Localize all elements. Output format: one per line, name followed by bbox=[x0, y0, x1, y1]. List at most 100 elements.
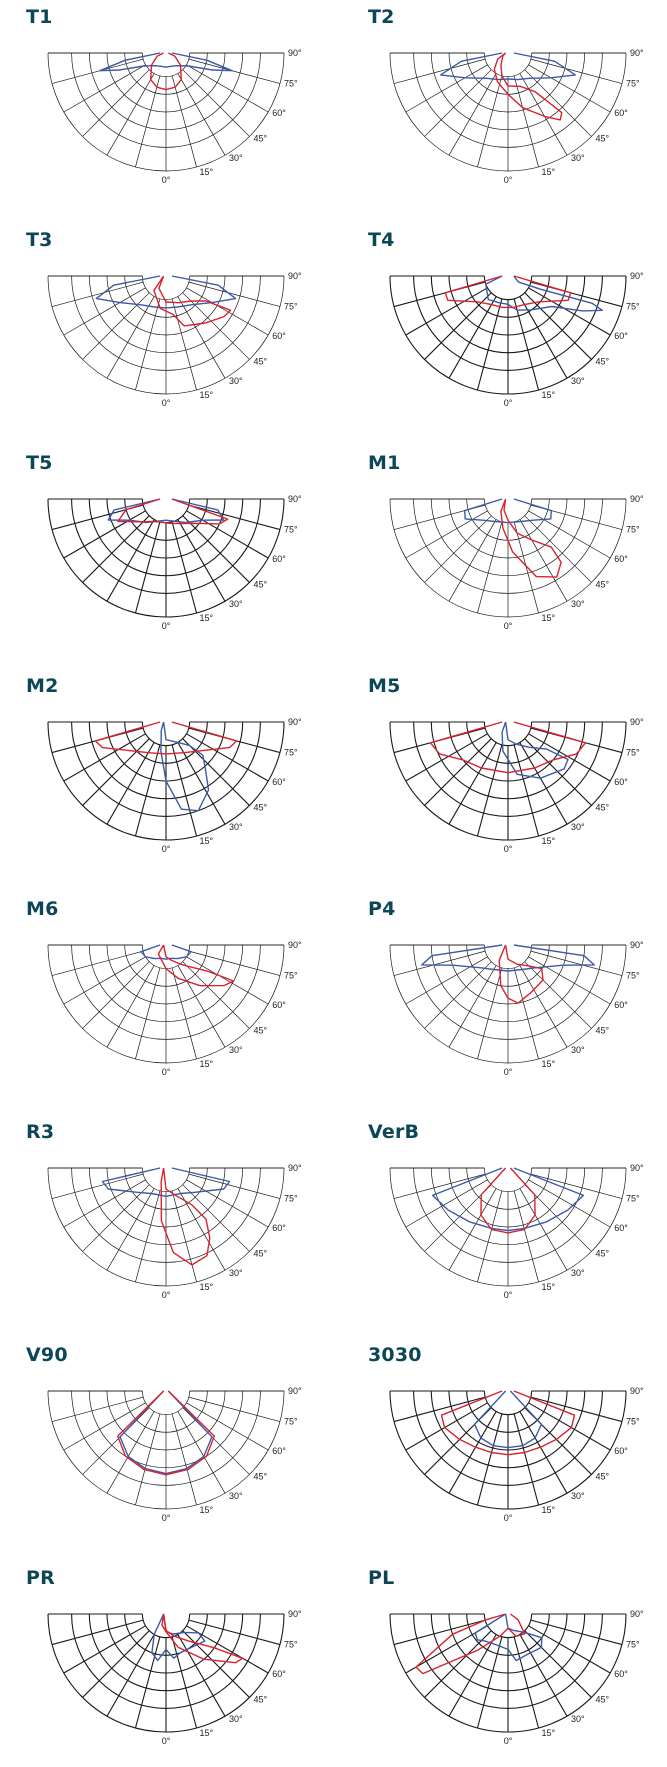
grid-spoke bbox=[51, 1619, 144, 1646]
tick-label: 15° bbox=[200, 167, 214, 177]
grid-spoke bbox=[171, 75, 197, 168]
grid-spoke bbox=[135, 75, 161, 168]
polar-plot: 0° 15° 30° 45° 60° 75° 90° bbox=[47, 940, 302, 1077]
tick-label: 75° bbox=[626, 79, 640, 89]
tick-label: 0° bbox=[162, 1067, 171, 1077]
grid-spoke bbox=[513, 967, 539, 1060]
grid-spoke bbox=[524, 961, 592, 1029]
polar-chart-panel: VerB 0° 15° 30° 45° 60° 75° 90° bbox=[368, 1121, 667, 1321]
chart-title: M6 bbox=[26, 898, 59, 920]
grid-spoke bbox=[171, 298, 197, 391]
tick-label: 30° bbox=[571, 1268, 585, 1278]
series-line-blue bbox=[99, 52, 233, 72]
tick-label: 75° bbox=[626, 1194, 640, 1204]
grid-spoke bbox=[51, 1173, 144, 1199]
grid-spoke bbox=[476, 1636, 503, 1729]
tick-label: 90° bbox=[288, 1386, 302, 1396]
tick-label: 45° bbox=[253, 579, 267, 589]
grid-spoke bbox=[405, 1402, 488, 1451]
tick-label: 0° bbox=[162, 1290, 171, 1300]
series-line-red bbox=[117, 1390, 215, 1476]
tick-label: 15° bbox=[200, 1728, 214, 1738]
polar-plot: 0° 15° 30° 45° 60° 75° 90° bbox=[389, 494, 644, 631]
tick-label: 75° bbox=[626, 1640, 640, 1650]
tick-label: 15° bbox=[200, 836, 214, 846]
tick-label: 30° bbox=[229, 822, 243, 832]
tick-label: 45° bbox=[595, 356, 609, 366]
polar-plot: 0° 15° 30° 45° 60° 75° 90° bbox=[389, 1386, 644, 1523]
tick-label: 75° bbox=[626, 1417, 640, 1427]
tick-label: 60° bbox=[272, 331, 286, 341]
grid-spoke bbox=[528, 956, 611, 1005]
grid-spoke bbox=[186, 287, 269, 336]
grid-spoke bbox=[171, 967, 197, 1060]
tick-label: 45° bbox=[253, 1248, 267, 1258]
polar-plot: 0° 15° 30° 45° 60° 75° 90° bbox=[47, 1163, 302, 1300]
tick-label: 90° bbox=[288, 48, 302, 58]
series-line-blue bbox=[474, 1613, 543, 1662]
grid-spoke bbox=[63, 956, 146, 1005]
grid-spoke bbox=[82, 69, 150, 137]
tick-label: 0° bbox=[504, 398, 513, 408]
grid-spoke bbox=[188, 1619, 281, 1646]
chart-title: M1 bbox=[368, 452, 401, 474]
grid-ring bbox=[142, 275, 190, 300]
series-line-blue bbox=[501, 721, 569, 779]
grid-spoke bbox=[51, 950, 144, 976]
tick-label: 60° bbox=[614, 331, 628, 341]
grid-spoke bbox=[448, 73, 497, 156]
tick-label: 30° bbox=[571, 153, 585, 163]
tick-label: 90° bbox=[630, 1386, 644, 1396]
tick-label: 90° bbox=[288, 494, 302, 504]
tick-label: 15° bbox=[200, 1505, 214, 1515]
tick-label: 0° bbox=[504, 1067, 513, 1077]
tick-label: 45° bbox=[253, 1694, 267, 1704]
grid-spoke bbox=[405, 64, 488, 113]
grid-spoke bbox=[393, 1396, 486, 1423]
grid-spoke bbox=[524, 1630, 592, 1698]
tick-label: 75° bbox=[284, 1417, 298, 1427]
grid-ring bbox=[483, 1613, 533, 1639]
grid-ring bbox=[484, 944, 532, 969]
series-line-red bbox=[117, 498, 229, 525]
polar-plot: 0° 15° 30° 45° 60° 75° 90° bbox=[389, 1163, 644, 1300]
series-line-red bbox=[160, 1167, 211, 1266]
grid-spoke bbox=[405, 287, 488, 336]
grid-spoke bbox=[519, 965, 568, 1048]
polar-chart-panel: PL 0° 15° 30° 45° 60° 75° 90° bbox=[368, 1567, 667, 1767]
tick-label: 75° bbox=[284, 748, 298, 758]
grid-spoke bbox=[134, 744, 161, 837]
series-line-blue bbox=[431, 1167, 585, 1232]
tick-label: 15° bbox=[542, 613, 556, 623]
grid-spoke bbox=[424, 292, 492, 360]
series-line-blue bbox=[160, 721, 210, 812]
tick-label: 0° bbox=[504, 175, 513, 185]
tick-label: 30° bbox=[229, 1045, 243, 1055]
polar-chart-panel: P4 0° 15° 30° 45° 60° 75° 90° bbox=[368, 898, 667, 1098]
tick-label: 90° bbox=[288, 717, 302, 727]
polar-chart-panel: T4 0° 15° 30° 45° 60° 75° 90° bbox=[368, 229, 667, 429]
chart-title: T5 bbox=[26, 452, 53, 474]
grid-spoke bbox=[177, 519, 226, 602]
grid-spoke bbox=[477, 967, 503, 1060]
grid-spoke bbox=[524, 515, 592, 583]
grid-spoke bbox=[405, 1625, 488, 1674]
grid-spoke bbox=[513, 1190, 539, 1283]
grid-spoke bbox=[63, 1625, 146, 1674]
tick-label: 45° bbox=[595, 1694, 609, 1704]
tick-label: 15° bbox=[200, 390, 214, 400]
grid-spoke bbox=[528, 1402, 611, 1451]
tick-label: 45° bbox=[595, 133, 609, 143]
grid-spoke bbox=[476, 1413, 503, 1506]
grid-spoke bbox=[106, 296, 155, 379]
tick-label: 75° bbox=[284, 79, 298, 89]
tick-label: 45° bbox=[595, 579, 609, 589]
tick-label: 90° bbox=[288, 271, 302, 281]
grid-spoke bbox=[171, 1636, 198, 1729]
grid-spoke bbox=[528, 1179, 611, 1228]
grid-spoke bbox=[513, 1413, 540, 1506]
grid-spoke bbox=[177, 1411, 226, 1494]
chart-title: T3 bbox=[26, 229, 53, 251]
grid-ring bbox=[142, 1167, 190, 1192]
grid-ring bbox=[483, 721, 533, 747]
